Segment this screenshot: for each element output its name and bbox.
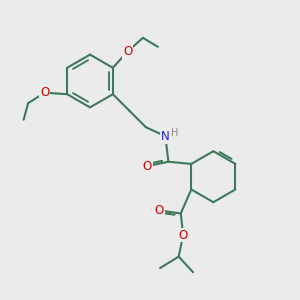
Text: O: O xyxy=(143,160,152,173)
Text: O: O xyxy=(40,86,49,99)
Text: O: O xyxy=(123,45,133,58)
Text: O: O xyxy=(154,204,164,217)
Text: H: H xyxy=(171,128,179,138)
Text: N: N xyxy=(161,130,170,143)
Text: O: O xyxy=(178,229,188,242)
